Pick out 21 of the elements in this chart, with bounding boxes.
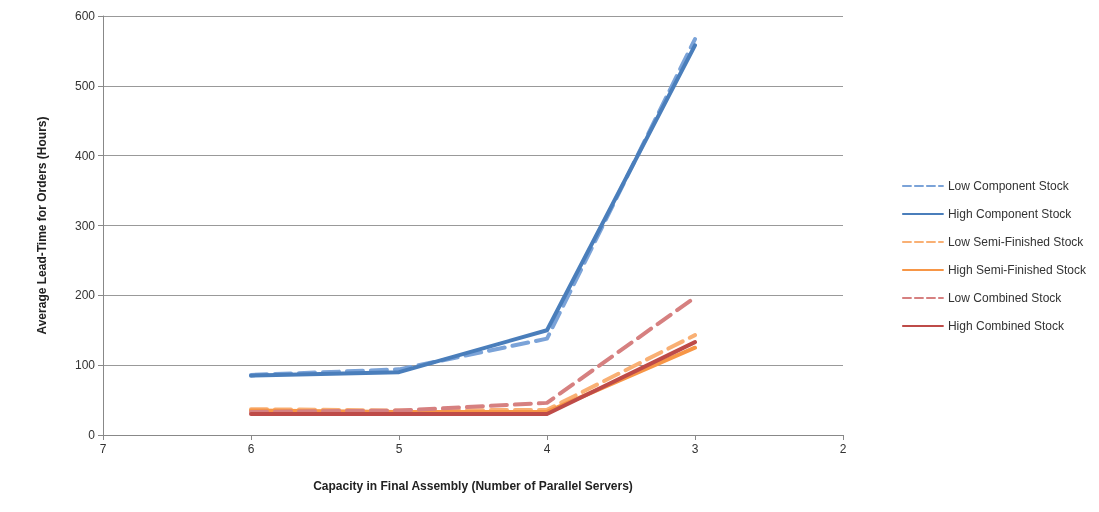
y-tick-label: 500 <box>74 78 96 93</box>
legend-label: High Combined Stock <box>947 319 1065 333</box>
x-tick-label: 5 <box>395 442 403 456</box>
x-tick-label: 4 <box>543 442 551 456</box>
legend-label: High Semi-Finished Stock <box>947 263 1087 277</box>
y-tick-label: 600 <box>74 9 96 23</box>
legend-label: Low Semi-Finished Stock <box>947 235 1085 249</box>
x-tick-label: 7 <box>99 442 107 456</box>
legend-label: Low Combined Stock <box>947 291 1063 305</box>
y-tick-label: 100 <box>74 358 96 373</box>
y-tick-label: 400 <box>74 148 96 163</box>
x-tick-label: 6 <box>247 442 255 456</box>
legend-label: Low Component Stock <box>947 179 1070 193</box>
x-tick-label: 2 <box>839 442 847 456</box>
x-axis-title: Capacity in Final Assembly (Number of Parallel Servers) <box>313 479 633 493</box>
legend-label: High Component Stock <box>947 207 1073 221</box>
y-tick-label: 200 <box>74 288 96 303</box>
x-tick-label: 3 <box>691 442 699 456</box>
y-axis-title: Average Lead-Time for Orders (Hours) <box>35 116 49 335</box>
y-tick-label: 300 <box>74 218 96 233</box>
y-tick-label: 0 <box>88 428 96 442</box>
